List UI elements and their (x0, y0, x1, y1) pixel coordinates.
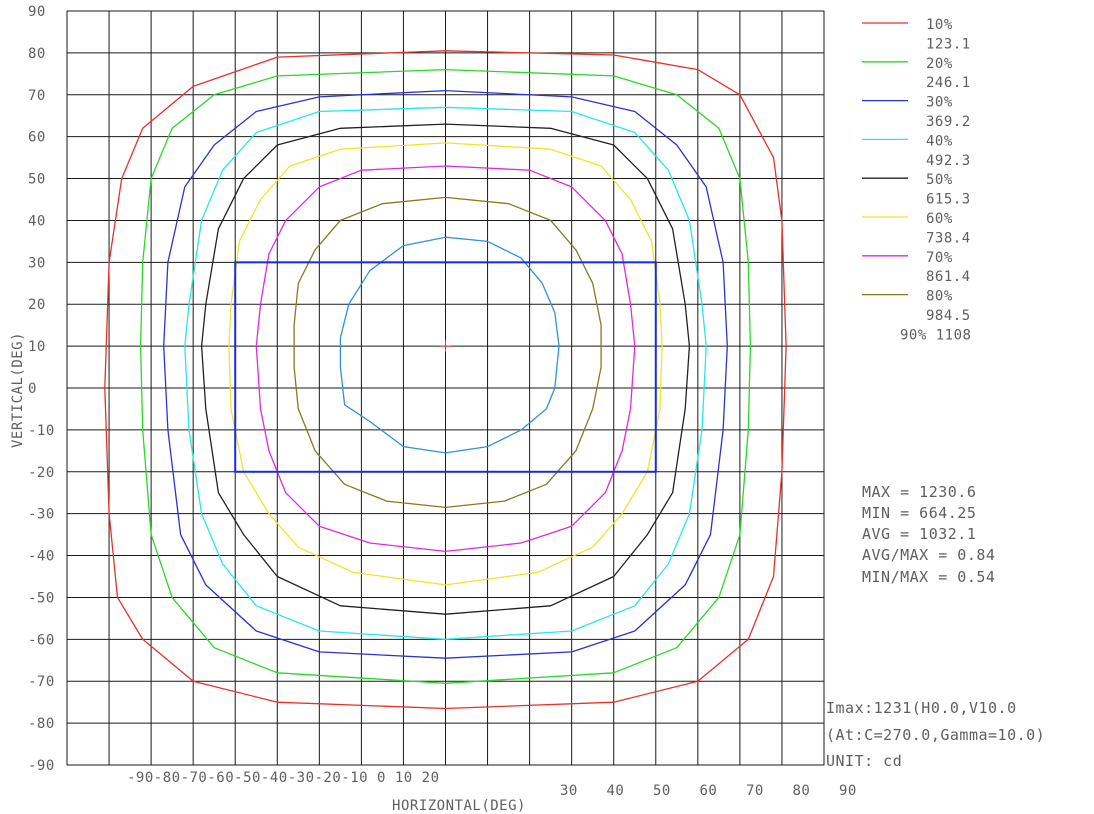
legend-percent: 50% (926, 172, 953, 188)
legend-percent: 10% (926, 17, 953, 33)
x-tick-labels: -90-80-70-60-50-40-30-20-10 0 10 20 30 40 5… (127, 770, 857, 799)
y-tick-label: 50 (28, 172, 46, 188)
y-axis-label: VERTICAL(DEG) (10, 332, 26, 448)
overlay (234, 261, 657, 473)
legend-value: 615.3 (926, 192, 971, 208)
y-tick-labels: 90 80 70 60 50 40 30 20 10 0 -10 -20 -30 -40 -50 -60 -70… (28, 4, 55, 774)
y-tick-label: 10 (28, 339, 46, 355)
y-tick-label: 40 (28, 213, 46, 229)
unit-label: UNIT: cd (826, 752, 902, 770)
legend-value: 123.1 (926, 36, 971, 52)
stat-avg: AVG = 1032.1 (862, 525, 976, 543)
y-tick-label: 60 (28, 130, 46, 146)
y-tick-label: -80 (28, 716, 55, 732)
stat-max: MAX = 1230.6 (862, 483, 976, 501)
target-rectangle (234, 261, 657, 473)
stat-min-max: MIN/MAX = 0.54 (862, 568, 995, 586)
y-tick-label: 70 (28, 88, 46, 104)
legend-percent: 30% (926, 95, 953, 111)
legend-percent: 60% (926, 211, 953, 227)
contour-10pct (104, 50, 787, 710)
imax-label: Imax:1231(H0.0,V10.0 (826, 699, 1017, 717)
legend-value: 984.5 (926, 308, 971, 324)
legend-percent: 20% (926, 56, 953, 72)
legend-value: 246.1 (926, 75, 971, 91)
y-tick-label: -60 (28, 632, 55, 648)
contour-60pct (228, 142, 663, 586)
y-tick-label: 20 (28, 297, 46, 313)
legend: 10% 123.1 20% 246.1 30% 369.2 40% 492.3 50% 615.3… (862, 17, 971, 343)
grid (66, 10, 825, 766)
x-tick-label: 70 (746, 783, 764, 799)
x-axis-label: HORIZONTAL(DEG) (392, 798, 526, 814)
x-tick-label: 90 (839, 783, 857, 799)
y-tick-label: -40 (28, 549, 55, 565)
footer-info: Imax:1231(H0.0,V10.0 (At:C=270.0,Gamma=1… (826, 699, 1045, 770)
legend-percent: 40% (926, 133, 953, 149)
y-tick-label: -10 (28, 423, 55, 439)
y-tick-label: -30 (28, 507, 55, 523)
plot-frame (66, 10, 825, 766)
contour-50pct (200, 123, 691, 615)
contour-lines (104, 50, 787, 710)
contour-30pct (163, 89, 728, 659)
y-tick-label: -70 (28, 674, 55, 690)
stat-min: MIN = 664.25 (862, 504, 976, 522)
stats-block: MAX = 1230.6 MIN = 664.25 AVG = 1032.1 A… (862, 483, 995, 586)
legend-label-8: 90% 1108 (900, 327, 971, 343)
y-tick-label: 0 (28, 381, 37, 397)
x-tick-labels-left: -90-80-70-60-50-40-30-20-10 0 10 20 (127, 770, 440, 786)
contour-40pct (184, 106, 707, 640)
x-tick-label: 80 (793, 783, 811, 799)
legend-value: 738.4 (926, 230, 971, 246)
y-tick-label: 80 (28, 46, 46, 62)
contour-20pct (139, 68, 752, 684)
legend-value: 369.2 (926, 114, 971, 130)
legend-percent: 80% (926, 289, 953, 305)
x-tick-label: 50 (653, 783, 671, 799)
y-tick-label: 30 (28, 255, 46, 271)
contour-80pct (293, 196, 602, 509)
x-tick-label: 30 (560, 783, 578, 799)
contour-90pct (339, 236, 560, 454)
legend-percent: 70% (926, 250, 953, 266)
stat-avg-max: AVG/MAX = 0.84 (862, 546, 995, 564)
y-tick-label: 90 (28, 4, 46, 20)
at-label: (At:C=270.0,Gamma=10.0) (826, 726, 1045, 744)
x-tick-label: 40 (607, 783, 625, 799)
y-tick-label: -20 (28, 465, 55, 481)
contour-70pct (255, 165, 636, 553)
legend-value: 492.3 (926, 153, 971, 169)
y-tick-label: -90 (28, 758, 55, 774)
y-tick-label: -50 (28, 590, 55, 606)
x-tick-label: 60 (700, 783, 718, 799)
legend-value: 861.4 (926, 269, 971, 285)
